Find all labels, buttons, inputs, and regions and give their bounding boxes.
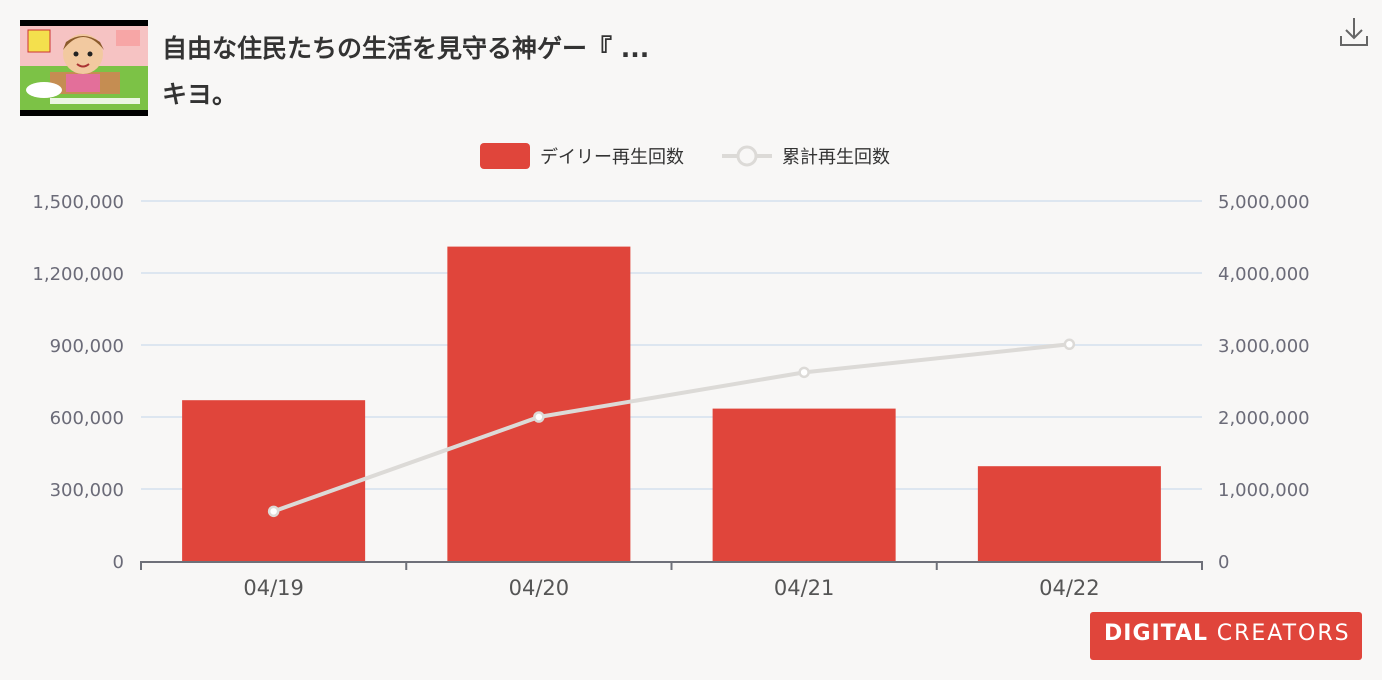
- x-tick-label: 04/20: [509, 576, 570, 600]
- brand-logo-main: DIGITAL: [1104, 621, 1209, 646]
- download-button[interactable]: [1336, 14, 1372, 50]
- legend-label-cumulative: 累計再生回数: [782, 147, 890, 168]
- line-point: [798, 366, 810, 379]
- line-point: [267, 505, 280, 518]
- y-left-tick-label: 600,000: [50, 408, 124, 429]
- legend-swatch-line: [722, 145, 772, 167]
- y-right-tick-label: 3,000,000: [1218, 336, 1310, 357]
- line-series: [267, 338, 1076, 518]
- bar: [182, 400, 366, 561]
- legend-item-cumulative[interactable]: 累計再生回数: [722, 140, 922, 170]
- bar-series: [182, 246, 1161, 561]
- video-title: 自由な住民たちの生活を見守る神ゲー『 ... キヨ。: [162, 26, 722, 118]
- x-axis-labels: 04/19 04/20 04/21 04/22: [243, 576, 1099, 600]
- line-point: [533, 411, 545, 423]
- title-line-2: キヨ。: [162, 80, 238, 109]
- x-tick-label: 04/21: [774, 576, 835, 600]
- series-line: [272, 342, 1070, 514]
- bar: [447, 246, 631, 561]
- video-thumbnail[interactable]: [20, 20, 148, 116]
- y-right-tick-label: 2,000,000: [1218, 408, 1310, 429]
- title-line-1: 自由な住民たちの生活を見守る神ゲー『 ...: [162, 34, 650, 63]
- y-left-tick-label: 1,500,000: [32, 192, 124, 213]
- digital-creators-logo: DIGITAL CREATORS: [1090, 612, 1362, 660]
- y-right-tick-label: 5,000,000: [1218, 192, 1310, 213]
- x-tick-label: 04/22: [1039, 576, 1100, 600]
- y-right-tick-label: 4,000,000: [1218, 264, 1310, 285]
- line-point: [1063, 338, 1076, 351]
- y-left-tick-label: 1,200,000: [32, 264, 124, 285]
- x-axis: [140, 561, 1203, 570]
- legend-swatch-bar: [480, 143, 530, 169]
- y-left-tick-label: 900,000: [50, 336, 124, 357]
- download-icon: [1340, 18, 1368, 46]
- y-left-tick-label: 0: [113, 552, 124, 573]
- y-right-tick-label: 0: [1218, 552, 1229, 573]
- x-tick-label: 04/19: [243, 576, 304, 600]
- y-left-tick-label: 300,000: [50, 480, 124, 501]
- y-right-tick-label: 1,000,000: [1218, 480, 1310, 501]
- legend-item-daily[interactable]: デイリー再生回数: [480, 140, 710, 170]
- video-thumbnail-icon: [20, 20, 148, 116]
- y-axis-labels: 0 0 300,000 1,000,000 600,000 2,000,000 900,00…: [32, 192, 1309, 573]
- bar: [977, 466, 1161, 561]
- brand-logo-sub: CREATORS: [1216, 621, 1351, 646]
- legend-label-daily: デイリー再生回数: [540, 147, 684, 168]
- bar: [712, 408, 896, 561]
